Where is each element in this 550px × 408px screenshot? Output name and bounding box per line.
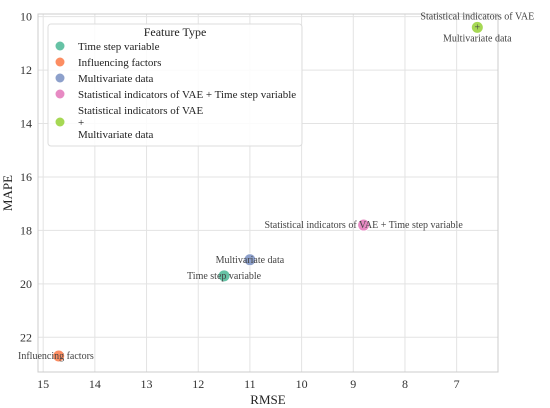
x-tick-label: 15 bbox=[37, 377, 49, 391]
axis-ticks: 15 14 13 12 11 10 9 8 7 10 12 14 16 18 20 22 bbox=[20, 10, 460, 391]
legend-marker bbox=[55, 57, 65, 67]
legend-marker bbox=[55, 117, 65, 127]
y-tick-label: 22 bbox=[20, 330, 32, 344]
legend-items: Time step variable Influencing factors Mul… bbox=[55, 41, 296, 141]
point-label: Time step variable bbox=[187, 271, 262, 282]
data-point bbox=[52, 349, 66, 363]
y-axis-label: MAPE bbox=[0, 175, 15, 211]
point-labels: Time step variable Influencing factors Mul… bbox=[18, 11, 534, 362]
y-tick-label: 18 bbox=[20, 223, 32, 237]
data-point bbox=[470, 20, 484, 34]
x-tick-label: 10 bbox=[296, 377, 308, 391]
y-tick-label: 14 bbox=[20, 117, 32, 131]
x-axis-label: RMSE bbox=[250, 392, 285, 407]
legend: Feature Type Time step variable Influenci… bbox=[47, 23, 303, 147]
point-label: Statistical indicators of VAE + Multivaria… bbox=[420, 11, 534, 44]
legend-marker bbox=[55, 41, 65, 51]
legend-marker bbox=[55, 73, 65, 83]
plot-frame bbox=[37, 13, 499, 373]
x-tick-label: 8 bbox=[402, 377, 408, 391]
x-tick-label: 13 bbox=[141, 377, 153, 391]
x-tick-label: 14 bbox=[89, 377, 101, 391]
data-points bbox=[52, 20, 484, 363]
y-tick-label: 16 bbox=[20, 170, 32, 184]
x-tick-label: 9 bbox=[350, 377, 356, 391]
data-point bbox=[243, 253, 257, 267]
legend-title: Feature Type bbox=[144, 25, 207, 39]
data-point bbox=[357, 218, 371, 232]
x-tick-label: 12 bbox=[192, 377, 204, 391]
point-label: Influencing factors bbox=[18, 351, 94, 362]
legend-label: Statistical indicators of VAE + Time ste… bbox=[78, 89, 296, 101]
y-tick-label: 20 bbox=[20, 277, 32, 291]
x-tick-label: 11 bbox=[244, 377, 256, 391]
y-tick-label: 10 bbox=[20, 10, 32, 24]
x-tick-label: 7 bbox=[454, 377, 460, 391]
legend-marker bbox=[55, 89, 65, 99]
legend-box bbox=[47, 23, 303, 147]
legend-label: Influencing factors bbox=[78, 57, 161, 69]
legend-label: Multivariate data bbox=[78, 73, 154, 85]
legend-label: Statistical indicators of VAE + Multivaria… bbox=[78, 105, 203, 141]
y-tick-label: 12 bbox=[20, 63, 32, 77]
data-point bbox=[217, 269, 231, 283]
point-label: Multivariate data bbox=[216, 255, 285, 266]
legend-label: Time step variable bbox=[78, 41, 160, 53]
point-label: Statistical indicators of VAE + Time ste… bbox=[264, 220, 463, 231]
